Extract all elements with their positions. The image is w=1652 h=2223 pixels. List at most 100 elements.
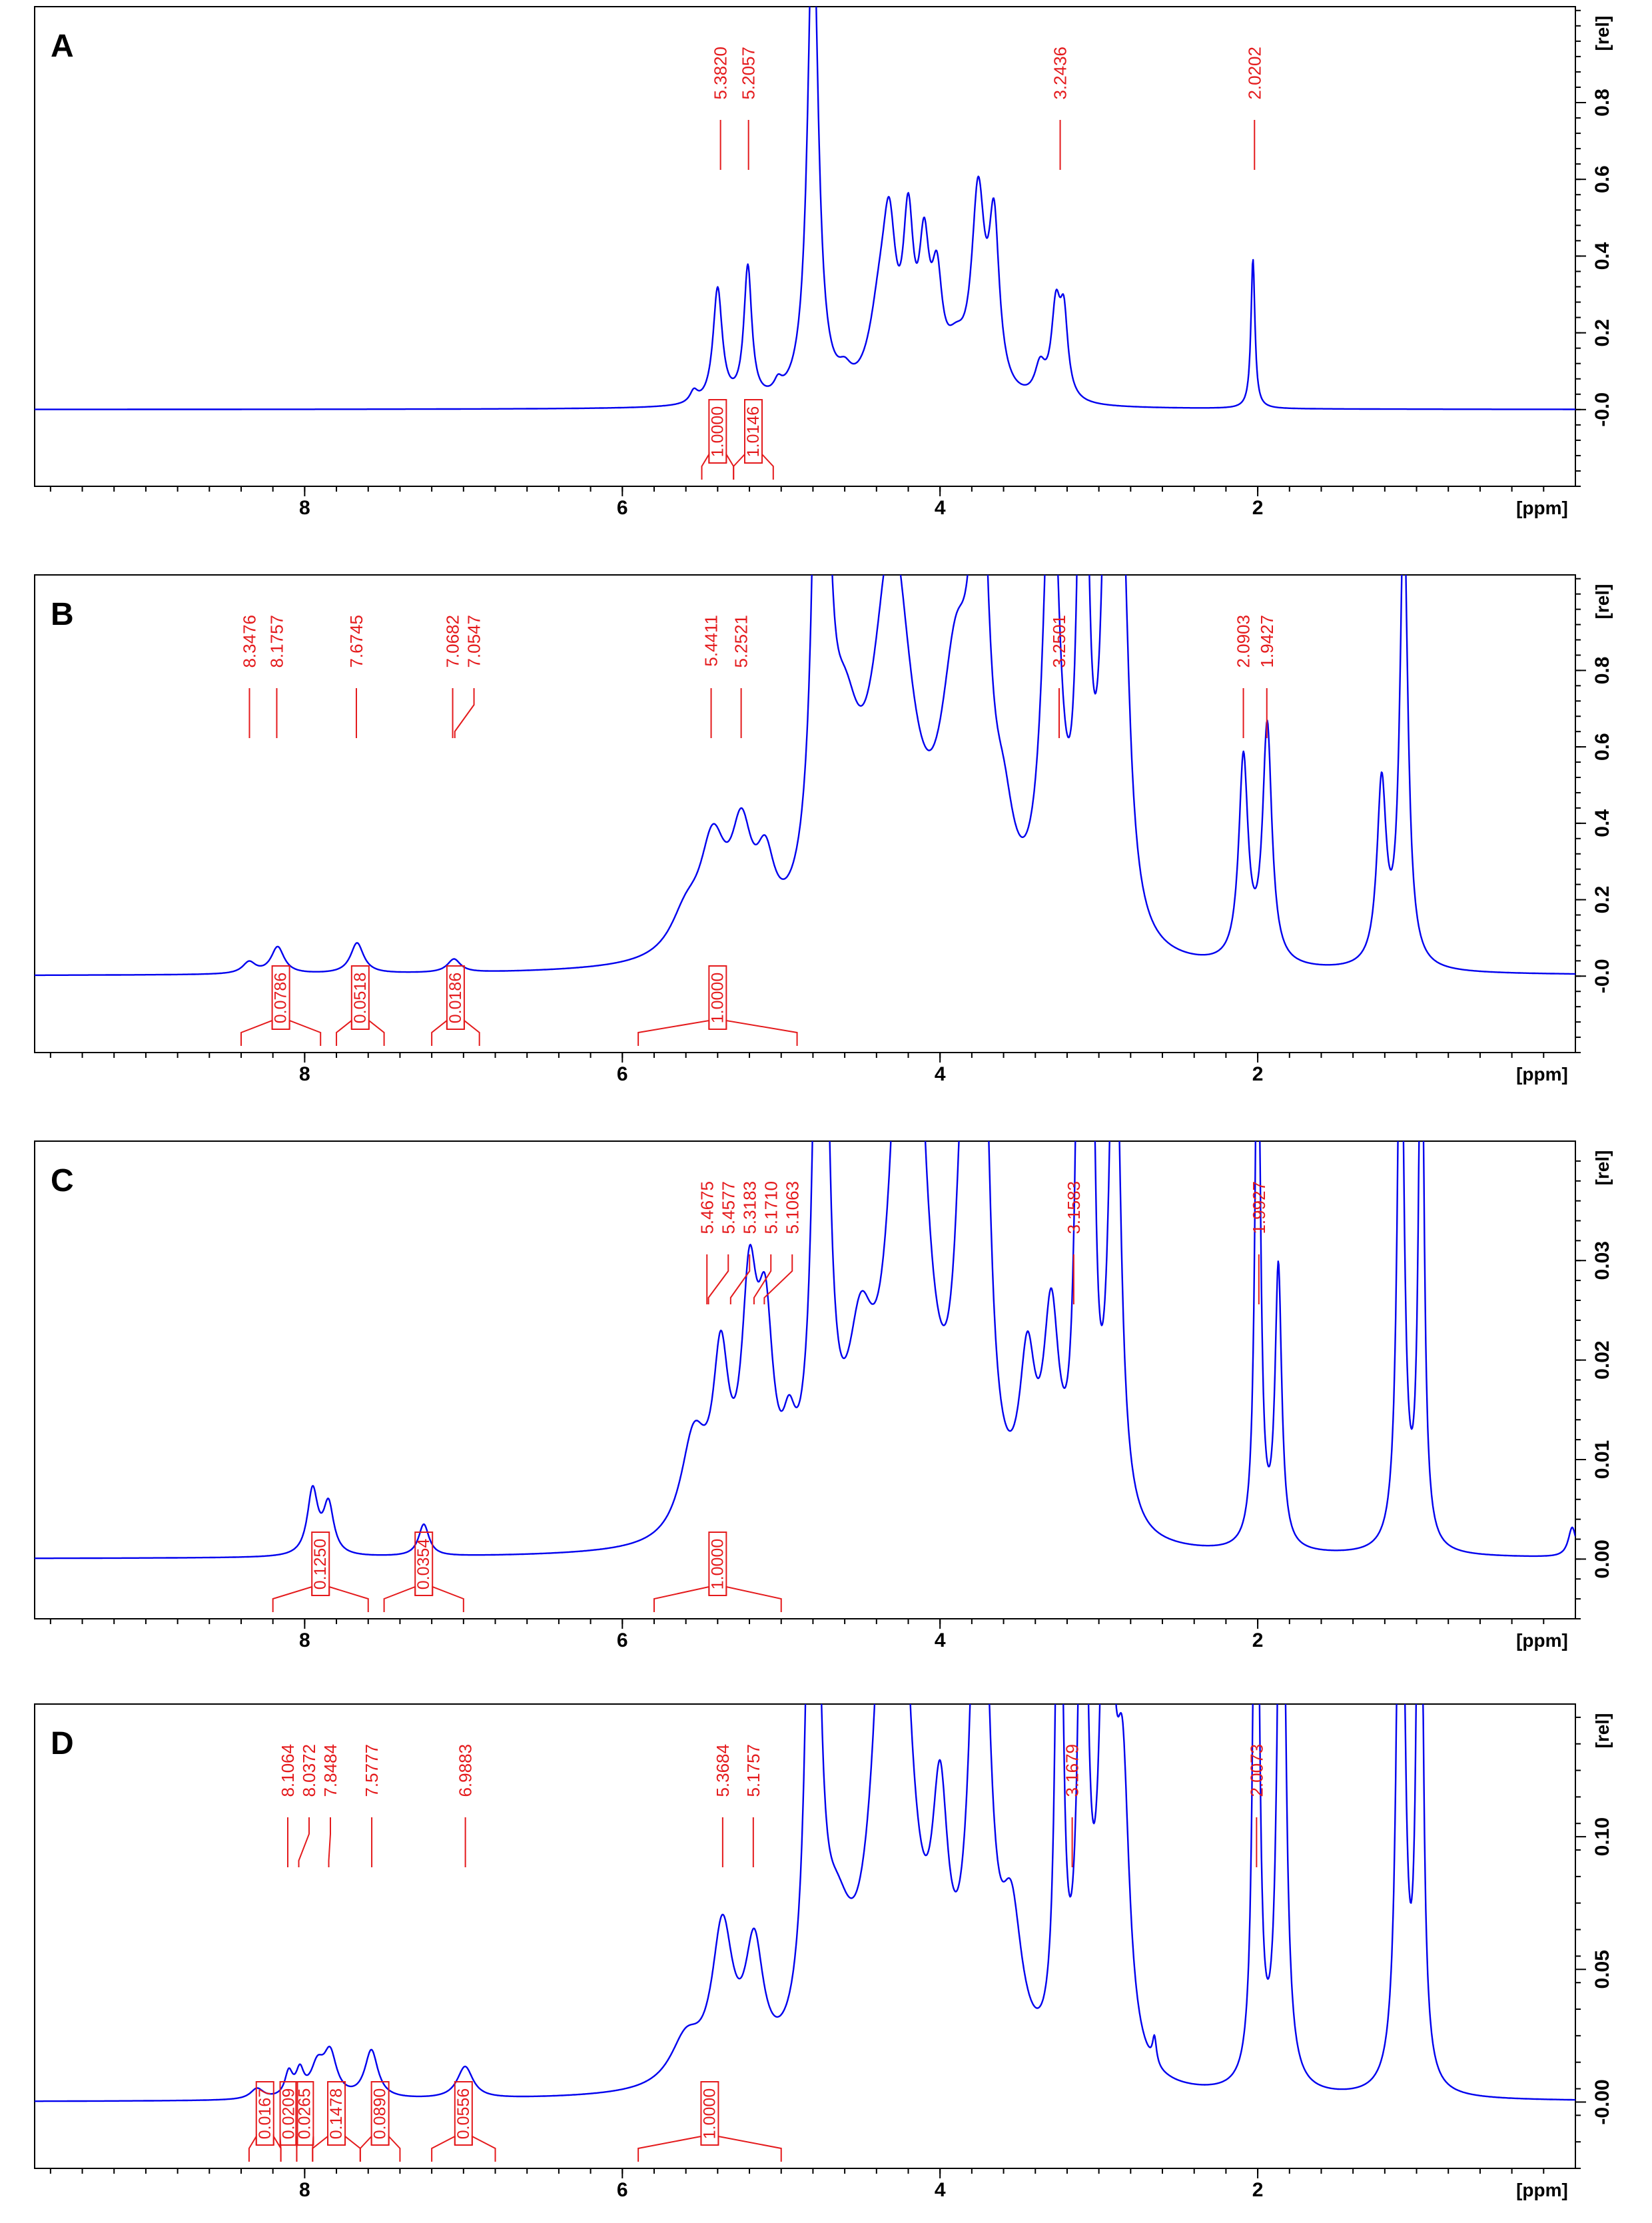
integral-label-box xyxy=(327,2081,346,2146)
x-tick-label: 2 xyxy=(1252,1063,1264,1085)
integral-label-box xyxy=(708,965,727,1030)
integral-label-box xyxy=(279,2081,298,2146)
spectrum-line xyxy=(35,1704,1575,2102)
integral-bracket xyxy=(431,1019,480,1046)
integral-label-box xyxy=(454,2081,473,2146)
y-tick-label: 0.8 xyxy=(1591,657,1613,685)
integral-label-box xyxy=(311,1532,330,1596)
y-tick-label: 0.6 xyxy=(1591,733,1613,761)
y-tick-label: 0.4 xyxy=(1591,809,1613,837)
panel-label: B xyxy=(51,597,74,632)
x-unit-label: [ppm] xyxy=(1516,1064,1568,1085)
panel-label: D xyxy=(51,1726,74,1761)
spectrum-line xyxy=(35,575,1575,977)
integral-bracket xyxy=(383,1585,464,1612)
integral-bracket xyxy=(637,1019,798,1046)
integral-label-box xyxy=(271,965,290,1030)
peak-label: 3.1583 xyxy=(1064,1181,1084,1234)
integral-value: 1.0000 xyxy=(708,973,727,1023)
integral-value: 1.0000 xyxy=(700,2088,719,2139)
peak-label: 5.4577 xyxy=(718,1181,738,1234)
peak-label: 5.1710 xyxy=(761,1181,781,1234)
integral-bracket xyxy=(240,1019,322,1046)
y-tick-label: 0.2 xyxy=(1591,886,1613,914)
x-tick-label: 8 xyxy=(299,1629,310,1651)
x-tick-label: 4 xyxy=(935,1063,946,1085)
x-tick-label: 6 xyxy=(617,497,628,519)
integral-bracket xyxy=(272,1585,369,1612)
plot-frame xyxy=(34,574,1576,1053)
peak-label: 7.5777 xyxy=(362,1744,382,1797)
x-tick-label: 8 xyxy=(299,1063,310,1085)
integral-bracket xyxy=(733,452,774,480)
integral-value: 1.0146 xyxy=(744,406,763,457)
x-tick-label: 4 xyxy=(935,2179,946,2201)
y-tick-label: 0.02 xyxy=(1591,1340,1613,1379)
peak-label-line xyxy=(454,688,475,738)
panel-d: D -0.00 0.05 0.10 [rel] 8 6 4 2 [ppm] 8.1064 8.0372… xyxy=(34,1703,1613,2201)
y-tick-label: -0.0 xyxy=(1591,392,1613,427)
x-tick-label: 2 xyxy=(1252,2179,1264,2201)
peak-label: 7.0682 xyxy=(443,615,463,668)
integral-label-box xyxy=(370,2081,390,2146)
peak-label-line xyxy=(328,1817,331,1867)
x-tick-label: 8 xyxy=(299,2179,310,2201)
integral-value: 0.0890 xyxy=(371,2088,390,2139)
peak-label: 1.9427 xyxy=(1257,615,1277,668)
peak-label: 5.2057 xyxy=(739,47,759,100)
peak-label: 3.1679 xyxy=(1062,1744,1082,1797)
spectrum-line xyxy=(35,7,1575,410)
y-tick-label: -0.00 xyxy=(1591,2079,1613,2124)
peak-label: 5.4411 xyxy=(701,615,721,667)
integral-value: 0.1250 xyxy=(311,1539,330,1589)
peak-label: 7.8484 xyxy=(320,1744,340,1797)
peak-label: 5.2521 xyxy=(731,615,751,668)
y-tick-label: 0.01 xyxy=(1591,1440,1613,1479)
integral-label-box xyxy=(708,1532,727,1596)
integral-value: 1.0000 xyxy=(708,1539,727,1589)
integral-bracket xyxy=(637,2135,782,2162)
peak-label: 5.3183 xyxy=(739,1181,759,1234)
integral-label-box xyxy=(350,965,370,1030)
integral-label-box xyxy=(744,399,763,464)
peak-label: 8.0372 xyxy=(299,1744,319,1797)
plot-frame xyxy=(34,6,1576,487)
peak-label: 8.1757 xyxy=(266,615,286,668)
x-unit-label: [ppm] xyxy=(1516,2180,1568,2200)
panel-label: A xyxy=(51,29,74,64)
panel-c: C 0.00 0.01 0.02 0.03 [rel] 8 6 4 2 [ppm] 5.4675 5.4… xyxy=(34,1140,1613,1651)
peak-label: 6.9883 xyxy=(456,1744,476,1797)
x-tick-label: 4 xyxy=(935,497,946,519)
peak-label: 7.6745 xyxy=(346,615,366,668)
y-tick-label: 0.10 xyxy=(1591,1817,1613,1856)
peak-label-line xyxy=(298,1817,310,1867)
x-tick-label: 2 xyxy=(1252,1629,1264,1651)
peak-label: 5.1063 xyxy=(782,1181,802,1234)
integral-label-box xyxy=(446,965,465,1030)
y-tick-label: 0.8 xyxy=(1591,89,1613,117)
integral-bracket xyxy=(431,2135,496,2162)
y-tick-label: 0.00 xyxy=(1591,1540,1613,1578)
y-tick-label: -0.0 xyxy=(1591,959,1613,993)
integral-value: 0.0354 xyxy=(414,1539,433,1590)
spectrum-line xyxy=(35,1141,1575,1559)
peak-label: 8.1064 xyxy=(278,1744,298,1797)
x-tick-label: 6 xyxy=(617,2179,628,2201)
peak-label: 3.2436 xyxy=(1050,47,1070,100)
integral-value: 0.0209 xyxy=(280,2088,298,2139)
integral-label-box xyxy=(295,2081,314,2146)
x-tick-label: 8 xyxy=(299,497,310,519)
y-unit-label: [rel] xyxy=(1592,16,1613,51)
integral-value: 1.0000 xyxy=(708,406,727,457)
peak-label: 5.3820 xyxy=(711,47,731,100)
peak-label-line xyxy=(729,1254,751,1304)
y-tick-label: 0.4 xyxy=(1591,242,1613,270)
peak-label: 5.4675 xyxy=(697,1181,717,1234)
peak-label-line xyxy=(763,1254,793,1304)
peak-label-line xyxy=(707,1254,729,1304)
y-tick-label: 0.05 xyxy=(1591,1950,1613,1989)
y-tick-label: 0.03 xyxy=(1591,1241,1613,1280)
x-tick-label: 2 xyxy=(1252,497,1264,519)
